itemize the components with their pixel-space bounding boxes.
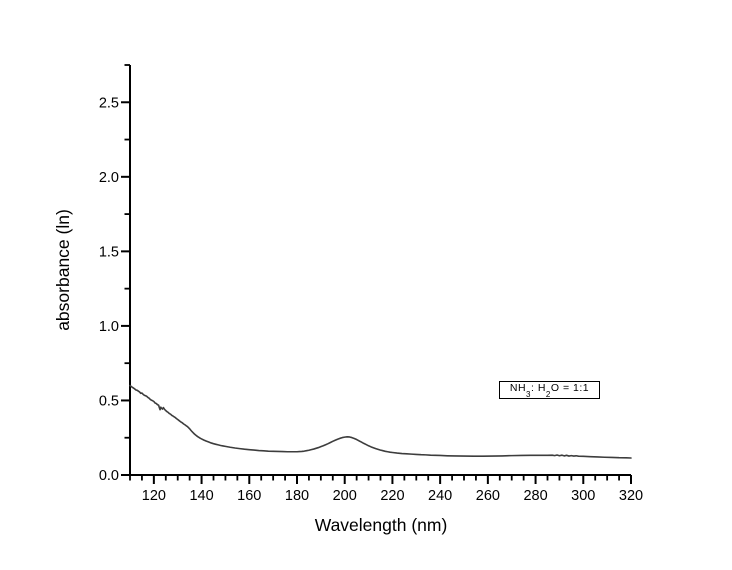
axes-spines (129, 65, 631, 476)
y-tick-label: 0.0 (99, 468, 119, 484)
axis-ticks-layer (121, 64, 632, 484)
legend-box: NH3: H2O = 1:1 (499, 381, 600, 399)
x-tick-label: 200 (333, 488, 357, 504)
x-tick-label: 260 (476, 488, 500, 504)
y-tick-label: 0.5 (99, 393, 119, 409)
x-tick-label: 180 (285, 488, 309, 504)
y-tick-label: 2.0 (99, 170, 119, 186)
y-tick-label: 2.5 (99, 95, 119, 111)
x-tick-label: 320 (619, 488, 643, 504)
x-tick-label: 140 (189, 488, 213, 504)
tick-labels-layer: 120 140 160 180 200 220 240 260 280 300 320 0.0 0.5 1… (99, 95, 643, 504)
legend-text-part: NH (509, 382, 527, 395)
legend-subscript: 3 (526, 390, 531, 400)
y-tick-label: 1.5 (99, 244, 119, 260)
y-tick-label: 1.0 (99, 319, 119, 335)
legend-text: NH3: H2O = 1:1 (509, 382, 590, 400)
x-tick-label: 120 (142, 488, 166, 504)
legend-text-part: : H (531, 382, 546, 395)
x-tick-label: 300 (571, 488, 595, 504)
spectrum-line (129, 384, 632, 459)
y-axis-title: absorbance (ln) (53, 209, 73, 331)
x-tick-label: 220 (380, 488, 404, 504)
legend-subscript: 2 (545, 390, 551, 400)
x-axis-title: Wavelength (nm) (315, 515, 448, 535)
x-tick-label: 280 (523, 488, 547, 504)
x-tick-label: 160 (237, 488, 261, 504)
legend-text-part: O = 1:1 (550, 382, 590, 395)
x-tick-label: 240 (428, 488, 452, 504)
